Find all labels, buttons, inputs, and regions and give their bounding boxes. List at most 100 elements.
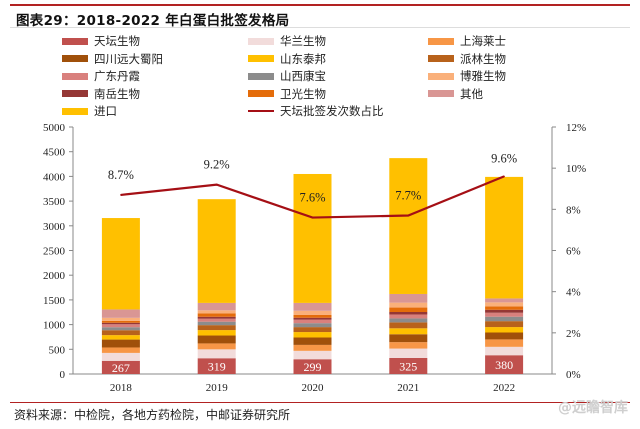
- bar-segment: [101, 309, 140, 318]
- bar-segment: [389, 357, 428, 374]
- legend-label: 南岳生物: [94, 86, 140, 101]
- line-data-label: 9.6%: [491, 151, 517, 165]
- legend-swatch: [62, 72, 88, 80]
- legend-label: 派林生物: [460, 51, 506, 66]
- y2-tick-label: 2%: [566, 328, 581, 340]
- bar-segment: [389, 293, 428, 303]
- legend-label: 天坛生物: [94, 34, 140, 48]
- y2-tick-label: 8%: [566, 204, 581, 216]
- bar-segment: [485, 355, 524, 374]
- y2-tick-label: 0%: [566, 369, 581, 381]
- legend-label: 华兰生物: [280, 34, 326, 48]
- bar-segment: [197, 325, 236, 331]
- bar-data-label: 325: [399, 359, 417, 373]
- legend-item: 四川远大蜀阳: [62, 51, 163, 67]
- bar-segment: [389, 312, 428, 315]
- bar-segment: [485, 176, 524, 299]
- bar-segment: [293, 323, 332, 328]
- y2-tick-label: 6%: [566, 246, 581, 258]
- bar-segment: [197, 349, 236, 359]
- line-data-label: 7.7%: [395, 189, 421, 203]
- bar-data-label: 380: [495, 358, 513, 372]
- legend-swatch: [62, 90, 88, 98]
- legend-item: 广东丹霞: [62, 68, 140, 84]
- bar-segment: [293, 173, 332, 303]
- bar-segment: [389, 302, 428, 308]
- y-tick-label: 0: [60, 369, 66, 381]
- legend-label: 上海莱士: [460, 34, 506, 48]
- bar-segment: [293, 310, 332, 315]
- bar-segment: [293, 350, 332, 360]
- line-data-label: 7.6%: [299, 191, 325, 205]
- title-divider: [10, 27, 630, 28]
- legend-label: 山西康宝: [280, 69, 326, 84]
- legend-label: 天坛批签发次数占比: [280, 104, 384, 119]
- y-tick-label: 4500: [43, 147, 66, 159]
- legend-swatch: [62, 107, 88, 115]
- bar-segment: [293, 317, 332, 320]
- legend-label: 进口: [94, 104, 117, 119]
- x-tick-label: 2020: [302, 382, 325, 394]
- legend-item-line: 天坛批签发次数占比: [248, 103, 384, 119]
- bar-segment: [485, 316, 524, 322]
- legend-swatch: [428, 55, 454, 63]
- legend-swatch: [248, 55, 274, 63]
- bar-segment: [101, 322, 140, 325]
- legend-item: 山东泰邦: [248, 51, 326, 67]
- bar-segment: [197, 318, 236, 322]
- y-tick-label: 2000: [43, 270, 66, 282]
- bar-segment: [293, 337, 332, 345]
- legend: 天坛生物 华兰生物 上海莱士四川远大蜀阳 山东泰邦 派林生物广东丹霞 山西康宝 博雅生物南岳…: [0, 30, 640, 122]
- bar-segment: [197, 316, 236, 319]
- legend-label: 博雅生物: [460, 69, 506, 84]
- bar-segment: [389, 334, 428, 343]
- bar-segment: [197, 330, 236, 336]
- bar-segment: [197, 302, 236, 311]
- bar-segment: [197, 310, 236, 314]
- line-data-label: 8.7%: [108, 168, 134, 182]
- legend-swatch: [62, 37, 88, 45]
- legend-item: 博雅生物: [428, 68, 506, 84]
- bar-data-label: 319: [208, 360, 226, 374]
- bar-segment: [389, 314, 428, 319]
- bar-segment: [101, 360, 140, 374]
- y-tick-label: 3000: [43, 221, 66, 233]
- bar-segment: [101, 327, 140, 331]
- bar-segment: [485, 306, 524, 310]
- bar-segment: [101, 330, 140, 336]
- share-point: [407, 214, 410, 217]
- legend-label: 广东丹霞: [94, 69, 140, 84]
- bar-segment: [197, 343, 236, 350]
- y2-tick-label: 12%: [566, 122, 586, 134]
- legend-item: 进口: [62, 103, 117, 119]
- legend-swatch: [62, 55, 88, 63]
- x-tick-label: 2021: [397, 382, 419, 394]
- y-tick-label: 500: [49, 344, 66, 356]
- bar-segment: [197, 313, 236, 317]
- bar-segment: [197, 199, 236, 303]
- bar-segment: [389, 322, 428, 329]
- bar-segment: [101, 218, 140, 310]
- y-tick-label: 1000: [43, 320, 66, 332]
- bar-segment: [485, 298, 524, 303]
- legend-item: 天坛生物: [62, 33, 140, 49]
- bar-segment: [485, 312, 524, 317]
- legend-swatch: [428, 90, 454, 98]
- bar-segment: [293, 302, 332, 311]
- legend-swatch: [428, 72, 454, 80]
- legend-item: 上海莱士: [428, 33, 506, 49]
- legend-item: 山西康宝: [248, 68, 326, 84]
- y-tick-label: 3500: [43, 196, 66, 208]
- y2-tick-label: 10%: [566, 163, 586, 175]
- bar-segment: [293, 344, 332, 351]
- bar-segment: [197, 358, 236, 374]
- chart-title: 图表29：2018-2022 年白蛋白批签发格局: [16, 13, 290, 29]
- bar-segment: [485, 327, 524, 333]
- legend-swatch: [248, 90, 274, 98]
- legend-item: 卫光生物: [248, 86, 326, 102]
- watermark: @远瞻智库: [558, 400, 628, 416]
- bar-segment: [101, 324, 140, 328]
- legend-line-swatch: [248, 110, 274, 113]
- bar-segment: [389, 318, 428, 323]
- bar-segment: [101, 339, 140, 348]
